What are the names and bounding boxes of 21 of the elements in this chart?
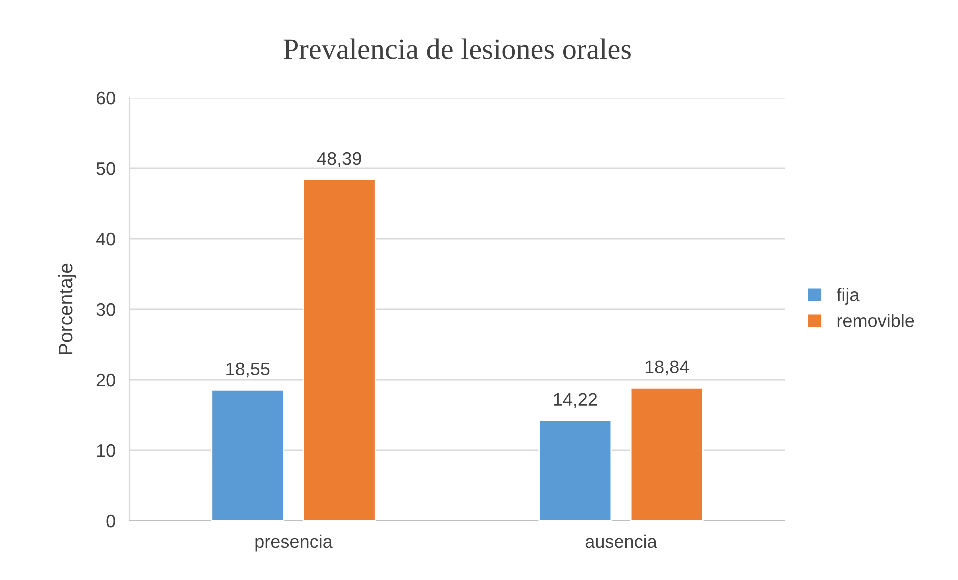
y-tick-label: 50 <box>96 162 116 176</box>
legend-label: fija <box>836 288 860 305</box>
bar <box>630 387 704 521</box>
bar <box>538 420 612 521</box>
y-axis-title: Porcentaje <box>58 264 77 354</box>
bar <box>302 179 376 521</box>
y-tick-label: 30 <box>96 303 116 316</box>
y-tick-label: 0 <box>106 514 116 528</box>
y-tick-label: 40 <box>96 232 116 246</box>
data-label: 18,55 <box>226 362 270 378</box>
y-tick-label: 60 <box>96 92 116 105</box>
x-tick-label: presencia <box>256 534 333 552</box>
chart-title: Prevalencia de lesiones orales <box>284 38 631 60</box>
data-label: 48,39 <box>317 152 362 168</box>
legend-label: removible <box>838 314 914 328</box>
bar <box>211 390 285 521</box>
data-label: 14,22 <box>554 393 598 408</box>
y-tick-label: 20 <box>96 374 116 387</box>
x-tick-label: ausencia <box>586 534 658 548</box>
data-label: 18,84 <box>646 360 690 376</box>
y-tick-label: 10 <box>97 444 116 458</box>
